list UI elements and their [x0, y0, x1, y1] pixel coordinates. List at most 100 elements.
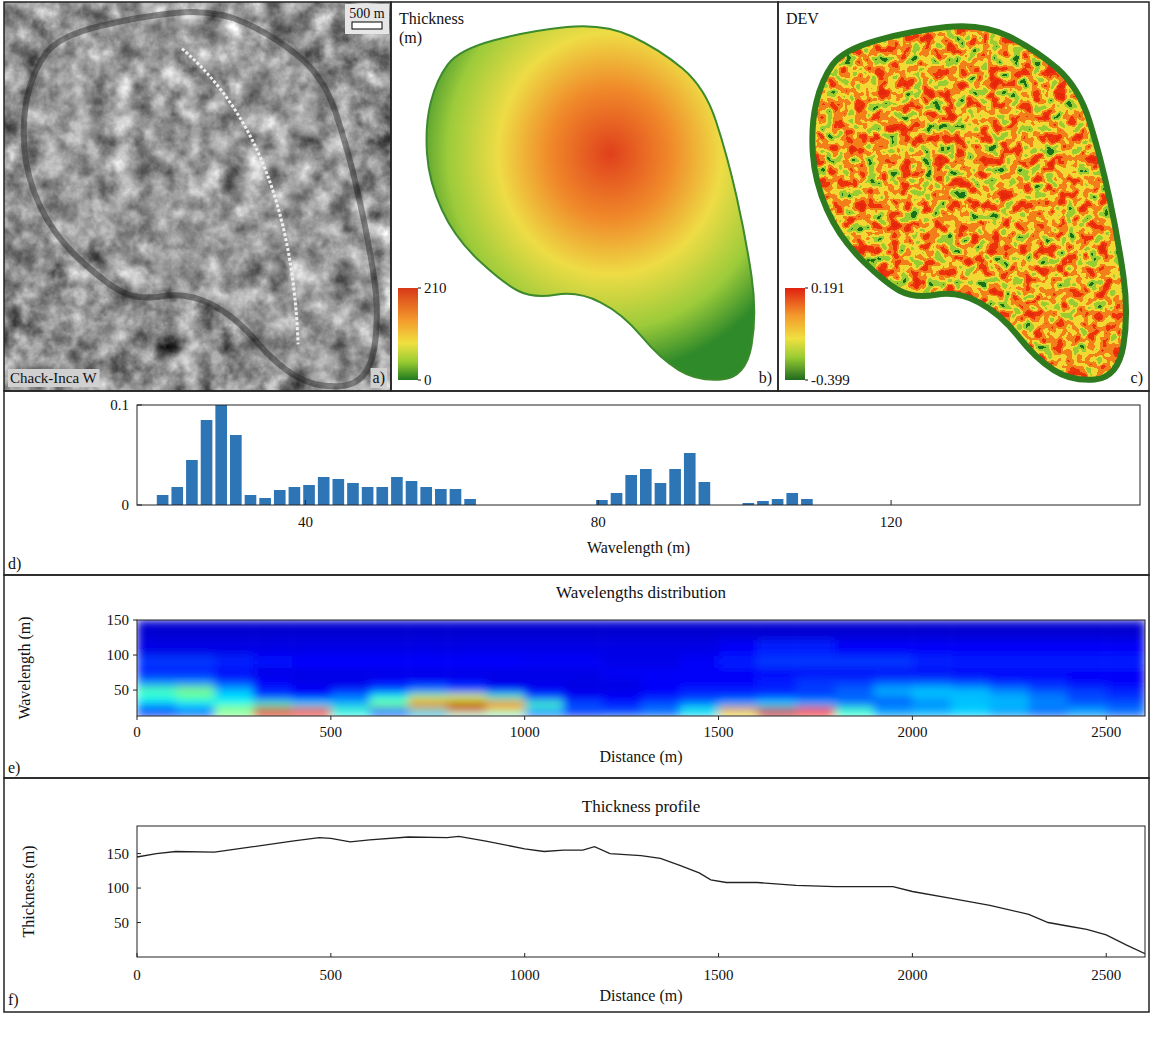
x-tick-label: 2500	[1091, 967, 1121, 983]
cell	[1106, 639, 1145, 655]
cell	[1067, 655, 1106, 668]
colorbar-tick	[418, 380, 421, 381]
y-tick	[137, 405, 142, 406]
colorbar-tick	[805, 380, 808, 381]
cell	[525, 694, 564, 702]
colorbar-tick	[418, 288, 421, 289]
cell	[370, 694, 409, 702]
cell	[757, 667, 796, 677]
bar	[757, 501, 769, 505]
cell	[215, 677, 254, 686]
cell	[757, 686, 796, 694]
cell	[835, 707, 874, 713]
cells	[137, 620, 1145, 716]
x-axis-title: Wavelength (m)	[587, 539, 690, 557]
rock-glacier	[24, 12, 377, 386]
cell	[486, 655, 525, 668]
cell	[447, 694, 486, 702]
cell	[912, 686, 951, 694]
cell	[602, 667, 641, 677]
cell	[602, 701, 641, 708]
cell	[137, 707, 176, 713]
cell	[757, 639, 796, 655]
cell	[176, 712, 215, 716]
thickness-line	[137, 836, 1145, 953]
cell	[602, 620, 641, 640]
cell	[331, 677, 370, 686]
cell	[331, 686, 370, 694]
cell	[525, 701, 564, 708]
cell	[1029, 701, 1068, 708]
x-tick	[598, 500, 599, 505]
colorbar-tick	[805, 288, 808, 289]
cell	[292, 620, 331, 640]
cell	[951, 686, 990, 694]
cell	[757, 712, 796, 716]
series	[137, 836, 1145, 953]
cell	[990, 707, 1029, 713]
cell	[447, 677, 486, 686]
cell	[253, 677, 292, 686]
cell	[447, 655, 486, 668]
bar	[362, 487, 374, 505]
cell	[331, 701, 370, 708]
cell	[563, 639, 602, 655]
cell	[757, 694, 796, 702]
cell	[951, 701, 990, 708]
colorbar-label: -0.399	[811, 372, 850, 388]
cell	[292, 639, 331, 655]
y-tick	[137, 888, 141, 889]
cell	[370, 639, 409, 655]
cell	[874, 707, 913, 713]
cell	[602, 686, 641, 694]
cell	[757, 701, 796, 708]
cell	[176, 707, 215, 713]
cell	[912, 639, 951, 655]
cell	[525, 667, 564, 677]
x-tick	[1106, 716, 1107, 720]
bar	[318, 477, 330, 505]
cell	[215, 686, 254, 694]
cell	[796, 701, 835, 708]
cell	[1029, 655, 1068, 668]
chart-title: Wavelengths distribution	[556, 583, 727, 602]
cell	[1067, 677, 1106, 686]
cell	[680, 620, 719, 640]
cell	[563, 677, 602, 686]
x-tick-label: 1500	[704, 967, 734, 983]
cell	[874, 655, 913, 668]
cell	[757, 707, 796, 713]
cell	[176, 694, 215, 702]
cell	[486, 712, 525, 716]
cell	[835, 686, 874, 694]
cell	[641, 639, 680, 655]
cell	[486, 694, 525, 702]
x-tick-label: 1000	[510, 967, 540, 983]
cell	[951, 712, 990, 716]
cell	[719, 686, 758, 694]
cell	[719, 620, 758, 640]
cell	[1067, 686, 1106, 694]
y-tick	[137, 922, 141, 923]
bar	[333, 479, 345, 505]
cell	[331, 667, 370, 677]
cell	[137, 620, 176, 640]
cell	[447, 620, 486, 640]
cell	[253, 686, 292, 694]
cell	[408, 655, 447, 668]
cell	[137, 639, 176, 655]
cell	[641, 712, 680, 716]
x-axis-title: Distance (m)	[599, 987, 682, 1005]
cell	[835, 667, 874, 677]
cell	[990, 686, 1029, 694]
label-ground	[371, 368, 387, 388]
y-axis-title: Wavelength (m)	[16, 616, 34, 719]
cell	[215, 694, 254, 702]
cell	[408, 701, 447, 708]
dev-texture	[778, 2, 1149, 391]
cell	[1029, 712, 1068, 716]
cell	[951, 694, 990, 702]
cell	[719, 694, 758, 702]
cell	[408, 712, 447, 716]
x-tick-label: 1000	[510, 724, 540, 740]
